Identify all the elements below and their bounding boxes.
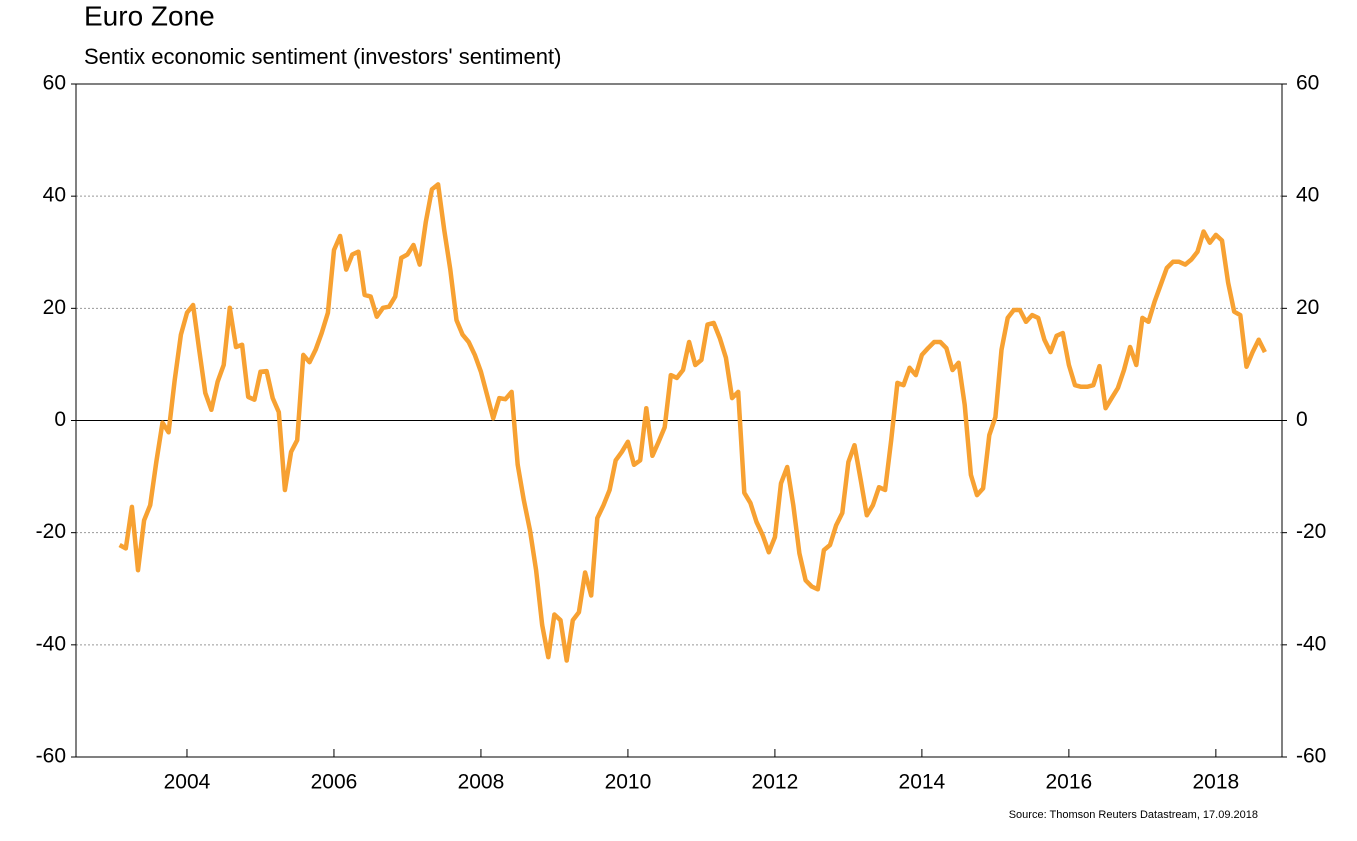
y2-tick-label: 20 (1296, 296, 1319, 319)
x-tick-label: 2006 (311, 771, 358, 794)
x-tick-label: 2012 (752, 771, 799, 794)
y-tick-label: 20 (43, 296, 66, 319)
y-tick-label: -20 (36, 520, 66, 543)
y2-tick-label: -40 (1296, 632, 1326, 655)
x-tick-label: 2010 (605, 771, 652, 794)
x-tick-label: 2008 (458, 771, 505, 794)
plot-frame (75, 83, 1283, 758)
x-tick-label: 2018 (1192, 771, 1239, 794)
y2-tick-label: 40 (1296, 184, 1319, 207)
line-series (118, 182, 1267, 663)
chart-title: Euro Zone (84, 0, 215, 31)
y2-tick-label: -60 (1296, 745, 1326, 768)
x-tick-label: 2004 (164, 771, 211, 794)
y-tick-label: 0 (54, 408, 66, 431)
x-tick-label: 2014 (899, 771, 946, 794)
y2-tick-label: 0 (1296, 408, 1308, 431)
y-tick-label: -40 (36, 632, 66, 655)
source-note: Source: Thomson Reuters Datastream, 17.0… (1009, 809, 1258, 821)
y2-tick-label: -20 (1296, 520, 1326, 543)
y-tick-label: 60 (43, 72, 66, 95)
y-tick-label: 40 (43, 184, 66, 207)
y2-tick-label: 60 (1296, 72, 1319, 95)
y-tick-label: -60 (36, 745, 66, 768)
x-tick-label: 2016 (1046, 771, 1093, 794)
chart-subtitle: Sentix economic sentiment (investors' se… (84, 44, 561, 69)
